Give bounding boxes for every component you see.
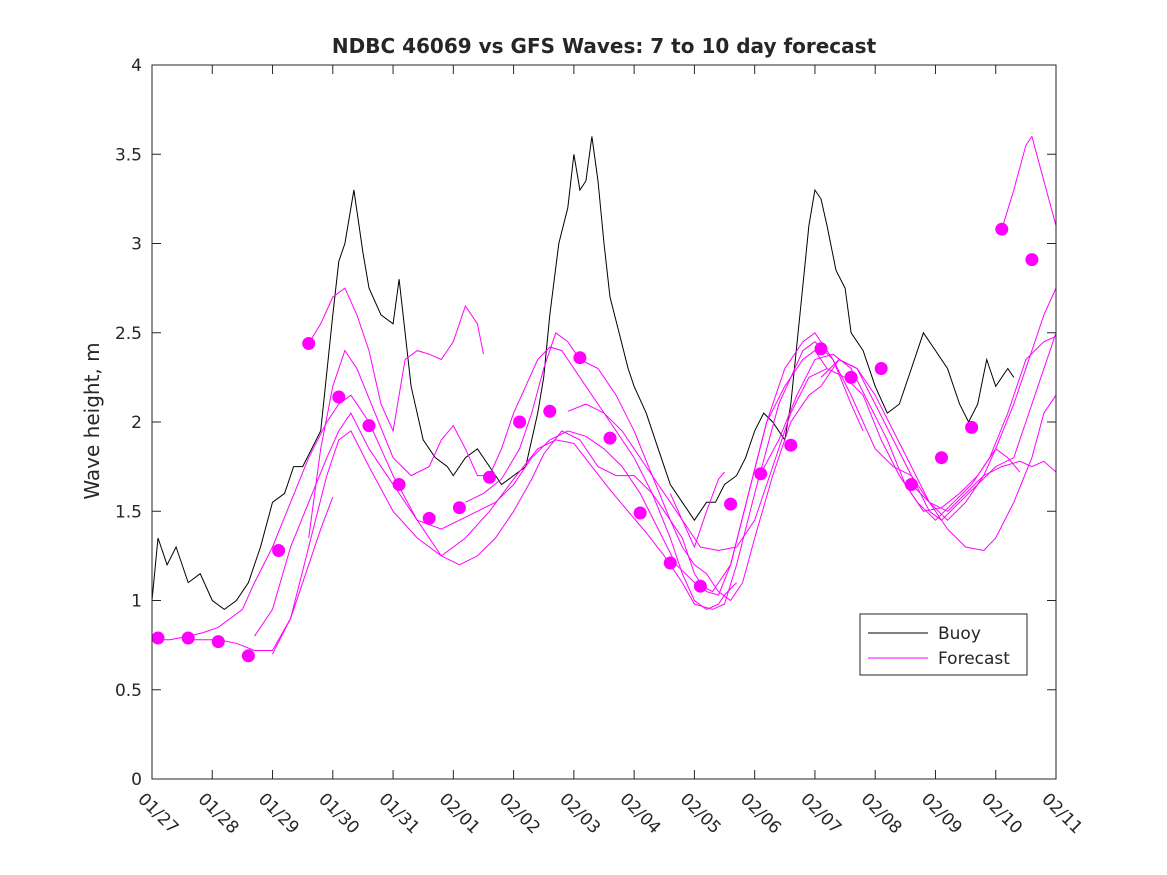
forecast-marker bbox=[603, 431, 617, 445]
forecast-series-line-11 bbox=[820, 358, 1056, 552]
y-tick-label: 4 bbox=[131, 56, 142, 76]
forecast-marker bbox=[663, 556, 677, 570]
forecast-marker bbox=[392, 478, 406, 491]
forecast-marker bbox=[784, 438, 798, 452]
forecast-marker bbox=[332, 390, 346, 404]
buoy-series-line bbox=[152, 136, 1015, 611]
y-tick-label: 3 bbox=[131, 235, 142, 255]
y-tick-label: 2 bbox=[131, 413, 142, 433]
plot-area bbox=[152, 135, 1056, 663]
forecast-marker bbox=[814, 342, 828, 356]
forecast-marker bbox=[181, 631, 195, 645]
forecast-marker bbox=[995, 222, 1009, 236]
y-tick-label: 1.5 bbox=[115, 502, 142, 522]
forecast-series-line-1 bbox=[152, 394, 737, 641]
forecast-marker bbox=[452, 501, 466, 515]
forecast-marker bbox=[844, 370, 858, 384]
forecast-series-line-9 bbox=[669, 471, 725, 549]
forecast-marker bbox=[935, 451, 948, 465]
legend-forecast-label: Forecast bbox=[938, 649, 1010, 669]
legend: Buoy Forecast bbox=[859, 613, 1028, 676]
chart-title: NDBC 46069 vs GFS Waves: 7 to 10 day for… bbox=[332, 34, 877, 58]
forecast-marker bbox=[754, 467, 768, 481]
y-tick-label: 1 bbox=[131, 592, 142, 612]
forecast-marker bbox=[874, 362, 888, 375]
legend-buoy-label: Buoy bbox=[938, 624, 981, 644]
forecast-marker bbox=[362, 419, 376, 433]
forecast-marker bbox=[152, 631, 165, 645]
forecast-series-line-13 bbox=[1001, 135, 1056, 230]
y-tick-label: 0 bbox=[131, 770, 142, 790]
forecast-series-line-10 bbox=[760, 287, 1056, 512]
y-tick-label: 3.5 bbox=[115, 145, 142, 165]
forecast-marker bbox=[633, 506, 647, 520]
forecast-marker bbox=[302, 337, 316, 350]
y-axis-label: Wave height, m bbox=[80, 342, 104, 499]
forecast-marker bbox=[241, 649, 255, 663]
forecast-series-line-3 bbox=[272, 496, 334, 655]
forecast-marker bbox=[904, 478, 918, 491]
forecast-marker bbox=[272, 544, 286, 557]
forecast-marker bbox=[693, 579, 707, 593]
forecast-marker bbox=[211, 635, 225, 649]
legend-box bbox=[859, 613, 1028, 676]
forecast-series-line-5 bbox=[308, 332, 1021, 596]
forecast-marker bbox=[573, 351, 587, 365]
y-tick-label: 2.5 bbox=[115, 324, 142, 344]
forecast-marker bbox=[483, 470, 496, 484]
forecast-marker bbox=[965, 420, 979, 434]
forecast-series-line-2 bbox=[188, 341, 864, 651]
forecast-series-line-12 bbox=[911, 460, 1056, 512]
forecast-marker bbox=[1025, 253, 1039, 267]
y-tick-label: 0.5 bbox=[115, 681, 142, 701]
forecast-marker bbox=[724, 497, 738, 511]
forecast-marker bbox=[513, 415, 527, 429]
forecast-series-line-7 bbox=[465, 331, 1056, 602]
forecast-series-line-6 bbox=[308, 287, 484, 433]
forecast-marker bbox=[543, 404, 557, 418]
forecast-marker bbox=[422, 511, 436, 525]
